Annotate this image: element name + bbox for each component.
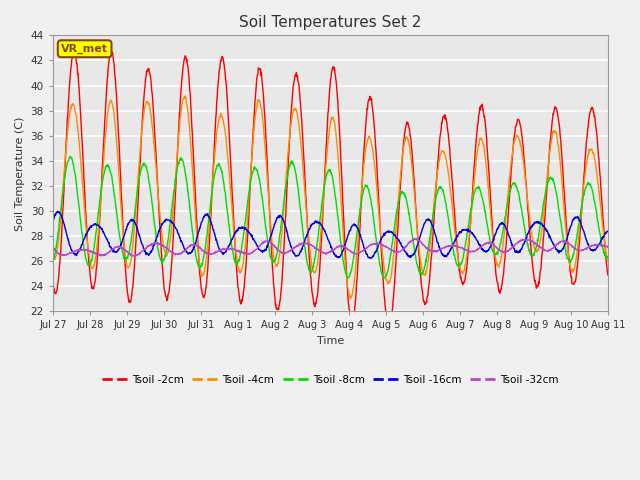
Y-axis label: Soil Temperature (C): Soil Temperature (C) xyxy=(15,116,25,230)
Title: Soil Temperatures Set 2: Soil Temperatures Set 2 xyxy=(239,15,422,30)
X-axis label: Time: Time xyxy=(317,336,344,346)
Text: VR_met: VR_met xyxy=(61,44,108,54)
Legend: Tsoil -2cm, Tsoil -4cm, Tsoil -8cm, Tsoil -16cm, Tsoil -32cm: Tsoil -2cm, Tsoil -4cm, Tsoil -8cm, Tsoi… xyxy=(98,371,563,389)
